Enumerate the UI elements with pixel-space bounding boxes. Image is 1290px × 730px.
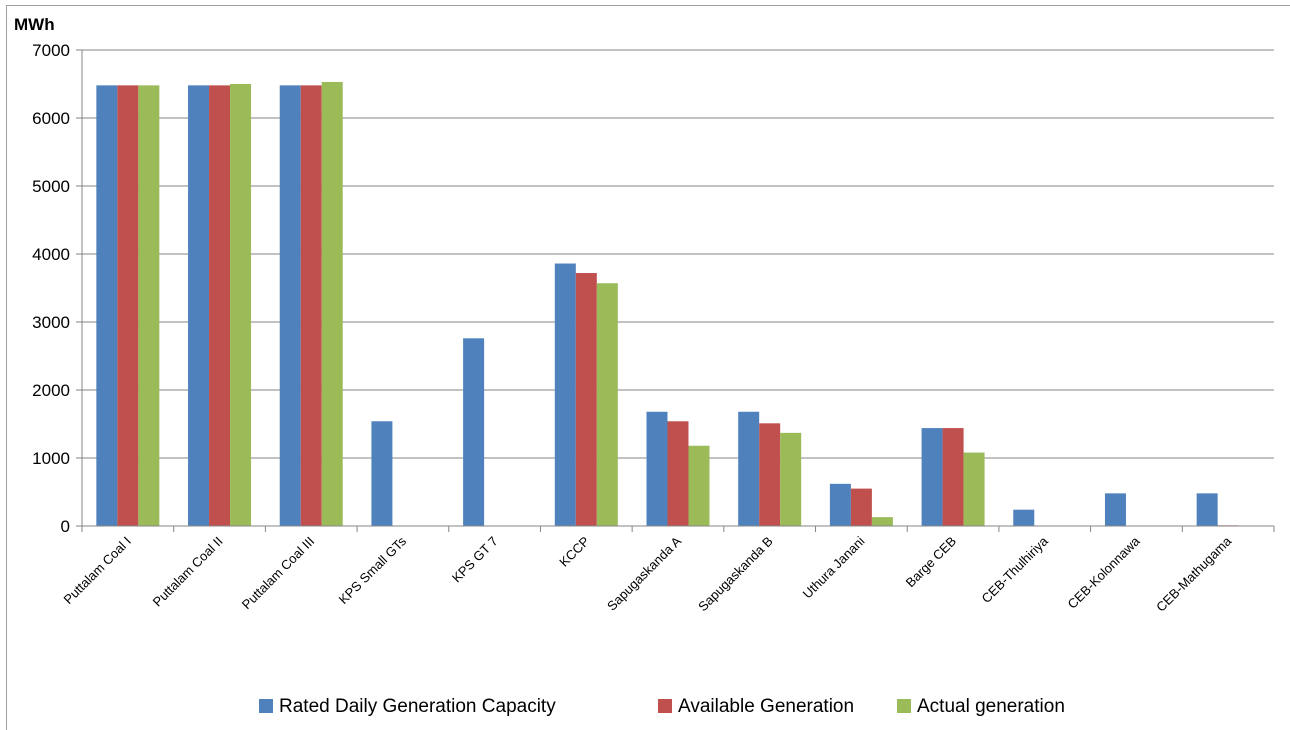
category-label: Puttalam Coal II (150, 534, 226, 610)
legend-label: Actual generation (917, 696, 1065, 717)
y-tick-labels: 0 1000 2000 3000 4000 5000 6000 7000 (32, 41, 70, 536)
bar (646, 411, 668, 526)
category-label: KPS GT 7 (449, 534, 501, 586)
bar (850, 488, 872, 526)
bar (759, 423, 781, 526)
bar (829, 483, 851, 526)
category-label: Sapugaskanda B (695, 534, 776, 615)
bar (575, 273, 597, 526)
bar (117, 85, 139, 527)
legend-label: Rated Daily Generation Capacity (279, 696, 556, 717)
y-tick-label: 6000 (32, 109, 70, 128)
category-label: CEB-Mathugama (1153, 533, 1235, 615)
category-label: Uthura Janani (800, 533, 868, 601)
y-tick-label: 4000 (32, 245, 70, 264)
bar (138, 85, 160, 527)
bar (463, 338, 485, 526)
category-label: KCCP (556, 534, 592, 570)
category-label: KPS Small GTs (336, 533, 410, 607)
legend-swatch (658, 699, 672, 713)
bar (963, 452, 985, 526)
legend-label: Available Generation (678, 696, 854, 717)
category-label: CEB-Kolonnawa (1065, 533, 1144, 612)
legend-swatch (259, 699, 273, 713)
bars (96, 81, 1239, 527)
bar (300, 85, 322, 527)
bar (921, 428, 943, 526)
bar (871, 517, 893, 526)
legend: Rated Daily Generation Capacity Available… (259, 696, 1065, 717)
bar (1196, 493, 1218, 526)
bar (96, 85, 118, 527)
bar (279, 85, 301, 527)
category-label: Sapugaskanda A (604, 533, 684, 613)
bar (738, 411, 760, 526)
bar (321, 81, 343, 527)
y-tick-label: 7000 (32, 41, 70, 60)
y-axis-unit-label: MWh (14, 15, 55, 34)
category-label: Puttalam Coal III (239, 534, 318, 613)
y-tick-label: 0 (61, 517, 70, 536)
y-tick-label: 2000 (32, 381, 70, 400)
bar (688, 445, 710, 526)
bar (230, 84, 252, 526)
category-label: CEB-Thulhiriya (978, 533, 1051, 606)
bar (667, 421, 689, 526)
chart-frame (6, 5, 1290, 730)
bar (371, 421, 393, 526)
bar (596, 283, 618, 526)
category-labels: Puttalam Coal I Puttalam Coal II Puttalam … (61, 533, 1235, 615)
bar (554, 263, 576, 526)
bar (942, 428, 964, 526)
bar (1013, 509, 1035, 526)
y-tick-label: 3000 (32, 313, 70, 332)
legend-swatch (897, 699, 911, 713)
y-tick-label: 5000 (32, 177, 70, 196)
category-label: Barge CEB (903, 534, 960, 591)
y-tick-label: 1000 (32, 449, 70, 468)
bar (188, 85, 210, 527)
gridlines (82, 49, 1274, 459)
bar (209, 85, 231, 527)
bar (780, 432, 802, 526)
axes (76, 49, 1275, 532)
category-label: Puttalam Coal I (61, 534, 134, 607)
bar (1104, 493, 1126, 526)
